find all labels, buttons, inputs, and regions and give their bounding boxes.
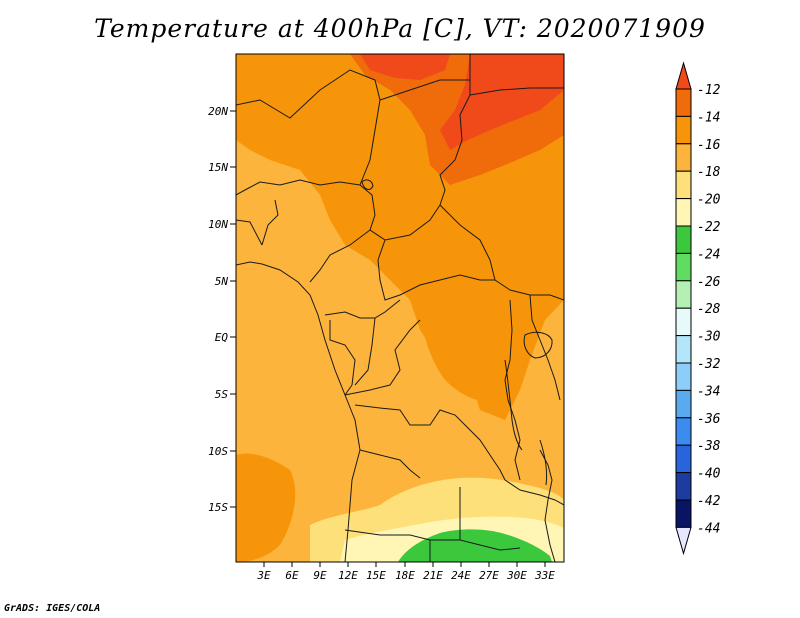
- border-line-7: [309, 229, 371, 283]
- lon-label-33e: 33E: [534, 569, 555, 582]
- colorbar-label: -36: [697, 412, 721, 427]
- lon-label-12e: 12E: [338, 569, 358, 582]
- border-line-19: [504, 299, 521, 481]
- border-line-2: [236, 179, 361, 196]
- lat-label-5n: 5N: [215, 275, 229, 288]
- colorbar-label: -30: [697, 330, 721, 345]
- map-frame: [235, 53, 565, 563]
- colorbar-label: -40: [697, 467, 721, 482]
- lat-label-20n: 20N: [208, 105, 228, 118]
- border-line-11: [354, 317, 376, 386]
- field-above-12-blob: [360, 54, 450, 80]
- border-line-15: [344, 529, 521, 551]
- lat-label-15s: 15S: [208, 501, 228, 514]
- field-14-16-southwest: [236, 453, 296, 562]
- colorbar-label: -24: [697, 247, 720, 262]
- colorbar-segment: [675, 389, 692, 419]
- lon-label-30e: 30E: [506, 569, 527, 582]
- border-line-5: [469, 87, 564, 96]
- colorbar-segment: [675, 307, 692, 337]
- colorbar-segment: [675, 88, 692, 117]
- border-line-21: [539, 449, 556, 562]
- colorbar-label: -32: [697, 357, 721, 372]
- colorbar-label: -28: [697, 302, 721, 317]
- colorbar-label: -22: [697, 220, 721, 235]
- colorbar-segment: [675, 252, 692, 282]
- lon-label-27e: 27E: [479, 569, 499, 582]
- lon-label-18e: 18E: [395, 569, 415, 582]
- colorbar-label: -34: [697, 384, 720, 399]
- colorbar-segment: [675, 225, 692, 254]
- border-line-18: [504, 479, 564, 506]
- colorbar-label: -44: [697, 521, 720, 536]
- grads-credit: GrADS: IGES/COLA: [4, 603, 101, 614]
- border-line-13: [354, 404, 506, 481]
- lake-malawi: [539, 439, 548, 486]
- border-line-23: [236, 219, 263, 246]
- temperature-field: [236, 54, 564, 562]
- lon-label-21e: 21E: [423, 569, 443, 582]
- map-title: Temperature at 400hPa [C], VT: 202007190…: [94, 14, 706, 43]
- lon-label-24e: 24E: [451, 569, 471, 582]
- lake-tanganyika: [504, 359, 523, 451]
- border-line-4: [379, 79, 470, 101]
- colorbar-segment: [675, 143, 692, 172]
- border-line-10: [329, 320, 356, 396]
- colorbar-segment: [675, 115, 692, 145]
- lat-label-5s: 5S: [215, 388, 229, 401]
- colorbar-label: -12: [697, 83, 721, 98]
- border-line-22: [261, 199, 279, 246]
- border-line-20: [529, 294, 561, 401]
- latitude-axis: [230, 110, 236, 508]
- lat-label-15n: 15N: [208, 161, 228, 174]
- border-line-9: [324, 299, 401, 319]
- border-line-12: [344, 319, 421, 396]
- field-14-16-central: [420, 296, 506, 402]
- colorbar-segment: [675, 170, 692, 200]
- colorbar-segment: [675, 472, 692, 501]
- field-above-12: [440, 54, 564, 150]
- field-22-24-green: [398, 529, 552, 562]
- colorbar-label: -20: [697, 193, 721, 208]
- country-borders: [236, 54, 564, 562]
- longitude-axis: [263, 562, 546, 567]
- colorbar-segment: [675, 362, 692, 391]
- border-line-1: [236, 69, 381, 186]
- colorbar-segment: [675, 198, 692, 227]
- lat-label-10s: 10S: [208, 445, 228, 458]
- border-coast-west: [236, 261, 361, 562]
- colorbar-segment: [675, 499, 692, 528]
- lon-label-3e: 3E: [256, 569, 271, 582]
- lake-victoria: [523, 331, 553, 359]
- colorbar-label: -18: [697, 165, 721, 180]
- colorbar-segment: [675, 335, 692, 364]
- lat-label-10n: 10N: [208, 218, 228, 231]
- colorbar-segment: [675, 417, 692, 446]
- field-14-16-blob: [236, 73, 326, 125]
- colorbar-cap-top: [675, 61, 692, 90]
- lon-label-6e: 6E: [285, 569, 299, 582]
- colorbar-cap-bottom: [675, 526, 692, 556]
- lake-chad: [361, 179, 374, 190]
- colorbar-segment: [675, 444, 692, 474]
- colorbar-label: -26: [697, 275, 721, 290]
- border-line-8: [377, 239, 495, 301]
- lon-label-15e: 15E: [366, 569, 386, 582]
- colorbar-label: -14: [697, 110, 720, 125]
- border-line-14: [359, 449, 421, 479]
- colorbar: -12 -14 -16 -18 -20 -22 -24 -26 -28 -30 -32 -34 -36 -…: [675, 61, 721, 556]
- colorbar-label: -16: [697, 138, 721, 153]
- colorbar-label: -42: [697, 494, 721, 509]
- lat-label-eq: EQ: [215, 331, 229, 344]
- lon-label-9e: 9E: [313, 569, 327, 582]
- colorbar-label: -38: [697, 439, 721, 454]
- colorbar-segment: [675, 280, 692, 309]
